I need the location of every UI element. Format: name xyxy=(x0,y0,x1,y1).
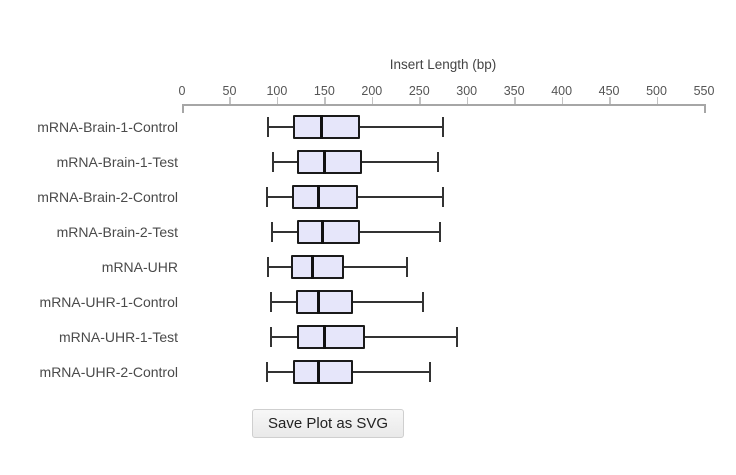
whisker-cap-left xyxy=(270,292,273,312)
iqr-box xyxy=(293,360,353,384)
axis-tick xyxy=(371,97,374,104)
axis-tick-label: 300 xyxy=(456,84,478,98)
row-label: mRNA-UHR-1-Control xyxy=(39,294,178,310)
whisker-cap-left xyxy=(267,257,270,277)
median-line xyxy=(317,360,321,384)
iqr-box xyxy=(296,220,361,244)
whisker-cap-left xyxy=(271,222,274,242)
median-line xyxy=(320,220,324,244)
axis-tick-label: 400 xyxy=(551,84,573,98)
row-label: mRNA-UHR-2-Control xyxy=(39,364,178,380)
whisker-cap-right xyxy=(437,152,440,172)
whisker-cap-right xyxy=(422,292,425,312)
row-label: mRNA-Brain-2-Control xyxy=(37,189,178,205)
axis-tick xyxy=(324,97,326,104)
axis-tick xyxy=(229,97,231,104)
whisker-cap-left xyxy=(266,362,269,382)
axis-tick-label: 50 xyxy=(222,84,237,98)
axis-tick xyxy=(466,97,469,104)
whisker-line-left xyxy=(272,161,297,163)
whisker-line-left xyxy=(270,336,297,338)
axis-tick xyxy=(561,97,564,104)
median-line xyxy=(322,325,326,349)
whisker-cap-left xyxy=(267,117,270,137)
whisker-cap-left xyxy=(272,152,275,172)
axis-tick xyxy=(514,97,516,104)
save-plot-svg-button[interactable]: Save Plot as SVG xyxy=(252,409,405,438)
row-label: mRNA-Brain-1-Control xyxy=(37,119,178,135)
iqr-box xyxy=(295,290,353,314)
axis-tick-label: 200 xyxy=(361,84,383,98)
iqr-box xyxy=(293,115,361,139)
whisker-line-right xyxy=(360,126,443,128)
median-line xyxy=(317,290,321,314)
whisker-line-left xyxy=(271,231,297,233)
row-label: mRNA-Brain-1-Test xyxy=(56,154,178,170)
whisker-line-left xyxy=(270,301,296,303)
whisker-line-right xyxy=(365,336,457,338)
whisker-line-right xyxy=(352,371,429,373)
axis-tick xyxy=(419,97,421,104)
axis-tick-label: 150 xyxy=(313,84,335,98)
median-line xyxy=(311,255,315,279)
median-line xyxy=(320,115,324,139)
whisker-line-left xyxy=(267,126,294,128)
axis-tick-label: 100 xyxy=(266,84,288,98)
whisker-line-right xyxy=(352,301,423,303)
median-line xyxy=(317,185,321,209)
whisker-line-right xyxy=(357,196,443,198)
whisker-cap-right xyxy=(428,362,431,382)
row-label: mRNA-UHR xyxy=(101,259,178,275)
whisker-line-left xyxy=(266,371,294,373)
iqr-box xyxy=(296,150,363,174)
iqr-box xyxy=(292,185,358,209)
median-line xyxy=(322,150,326,174)
whisker-cap-left xyxy=(270,327,273,347)
whisker-cap-left xyxy=(265,187,268,207)
whisker-line-right xyxy=(362,161,438,163)
axis-tick-label: 250 xyxy=(408,84,430,98)
axis-endcap-left xyxy=(182,104,184,113)
axis-tick xyxy=(656,97,659,104)
axis-line xyxy=(182,104,706,106)
whisker-cap-right xyxy=(439,222,442,242)
axis-tick xyxy=(276,97,279,104)
whisker-cap-right xyxy=(405,257,408,277)
whisker-line-right xyxy=(344,266,406,268)
axis-tick-label: 0 xyxy=(178,84,186,98)
whisker-cap-right xyxy=(442,117,445,137)
row-label: mRNA-UHR-1-Test xyxy=(59,329,178,345)
whisker-cap-right xyxy=(442,187,445,207)
axis-tick-label: 550 xyxy=(693,84,715,98)
axis-tick-label: 500 xyxy=(646,84,667,98)
axis-title: Insert Length (bp) xyxy=(389,57,497,72)
whisker-line-left xyxy=(267,266,292,268)
axis-tick-label: 350 xyxy=(503,84,525,98)
axis-tick-label: 450 xyxy=(598,84,620,98)
axis-tick xyxy=(609,97,611,104)
row-label: mRNA-Brain-2-Test xyxy=(56,224,178,240)
whisker-line-left xyxy=(265,196,293,198)
iqr-box xyxy=(291,255,345,279)
axis-endcap-right xyxy=(704,104,706,113)
iqr-box xyxy=(296,325,366,349)
whisker-line-right xyxy=(360,231,440,233)
whisker-cap-right xyxy=(456,327,459,347)
